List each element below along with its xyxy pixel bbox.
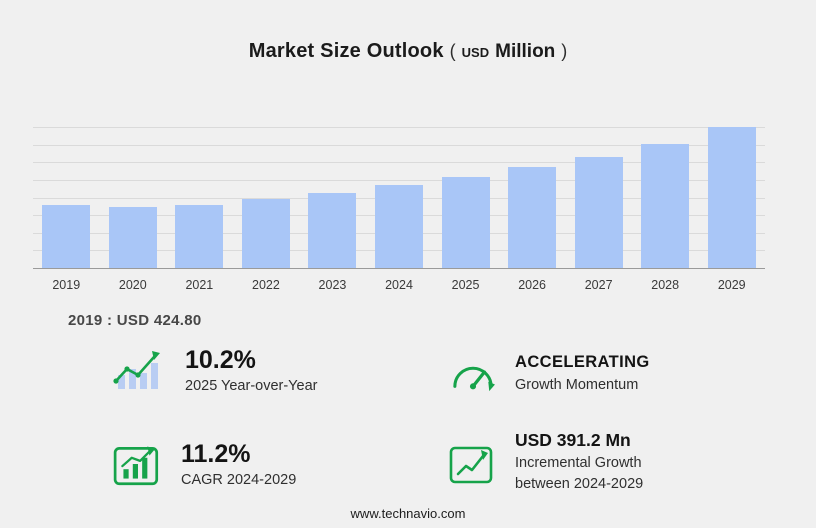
bar-2026	[508, 167, 557, 268]
bar-2021	[175, 204, 224, 268]
bar-slot	[233, 127, 300, 268]
gridline	[33, 180, 765, 181]
stat-value: USD 391.2 Mn	[515, 430, 631, 450]
stat-value: 11.2%	[181, 440, 251, 469]
x-axis-label-2021: 2021	[185, 278, 214, 292]
bar-slot	[100, 127, 167, 268]
bar-slot	[499, 127, 566, 268]
stat-label: CAGR 2024-2029	[181, 471, 297, 488]
bar-2020	[108, 206, 157, 268]
bar-slot	[33, 127, 100, 268]
bar-chart: 2019 2020 2021 2022 2023 2024 2025 2026 2027 2028…	[33, 127, 765, 292]
x-axis-label-2024: 2024	[385, 278, 413, 292]
bar-slot	[632, 127, 699, 268]
bar-2029	[707, 127, 756, 268]
bar-2023	[308, 193, 357, 268]
x-axis-label-2026: 2026	[518, 278, 546, 292]
chart-plot-area	[33, 127, 765, 269]
x-axis-label-2025: 2025	[451, 278, 480, 292]
bar-slot	[299, 127, 366, 268]
chart-title: Market Size Outlook ( USD Million )	[0, 40, 816, 63]
x-axis-label-2029: 2029	[717, 278, 746, 292]
stat-value: ACCELERATING	[515, 353, 650, 372]
stat-label: 2025 Year-over-Year	[185, 377, 318, 394]
x-axis-label-2023: 2023	[318, 278, 347, 292]
bar-2025	[441, 176, 490, 268]
stat-growth-momentum: ACCELERATING Growth Momentum	[448, 352, 650, 394]
stat-value: 10.2%	[185, 346, 256, 374]
bar-2028	[641, 143, 690, 268]
x-axis-label-2019: 2019	[52, 278, 81, 292]
gridline	[33, 127, 765, 128]
stat-label: Incremental Growth between 2024-2029	[515, 455, 644, 493]
gridline	[33, 162, 765, 163]
incremental-growth-icon	[448, 440, 498, 486]
cagr-bar-chart-icon	[112, 440, 164, 488]
bar-2027	[574, 157, 623, 268]
x-axis-label-2020: 2020	[118, 278, 147, 292]
title-currency-label: USD	[461, 45, 490, 60]
title-paren-close: )	[561, 41, 568, 61]
chart-x-axis-labels: 2019 2020 2021 2022 2023 2024 2025 2026 2027 2028…	[33, 278, 765, 292]
x-axis-label-2027: 2027	[584, 278, 613, 292]
stat-yoy-growth: 10.2% 2025 Year-over-Year	[112, 346, 317, 394]
stat-cagr: 11.2% CAGR 2024-2029	[112, 440, 296, 488]
speedometer-icon	[448, 352, 498, 394]
x-axis-label-2028: 2028	[651, 278, 680, 292]
footer-url: www.technavio.com	[350, 506, 466, 521]
title-paren-open: (	[449, 41, 456, 61]
x-axis-label-2022: 2022	[252, 278, 280, 292]
title-unit-label: Million	[495, 41, 556, 62]
stat-incremental-growth: USD 391.2 Mn Incremental Growth between …	[448, 430, 685, 495]
title-main-text: Market Size Outlook	[248, 40, 444, 62]
bar-2022	[241, 199, 290, 268]
yoy-growth-chart-icon	[112, 347, 168, 393]
bar-2019	[42, 204, 91, 268]
bar-slot	[565, 127, 632, 268]
stat-label: Growth Momentum	[515, 376, 639, 393]
bar-slot	[366, 127, 433, 268]
bar-2024	[375, 185, 423, 268]
bar-slot	[166, 127, 233, 268]
bar-slot	[432, 127, 499, 268]
base-year-value-annotation: 2019 : USD 424.80	[68, 312, 202, 329]
gridline	[33, 145, 765, 146]
bar-slot	[698, 127, 765, 268]
